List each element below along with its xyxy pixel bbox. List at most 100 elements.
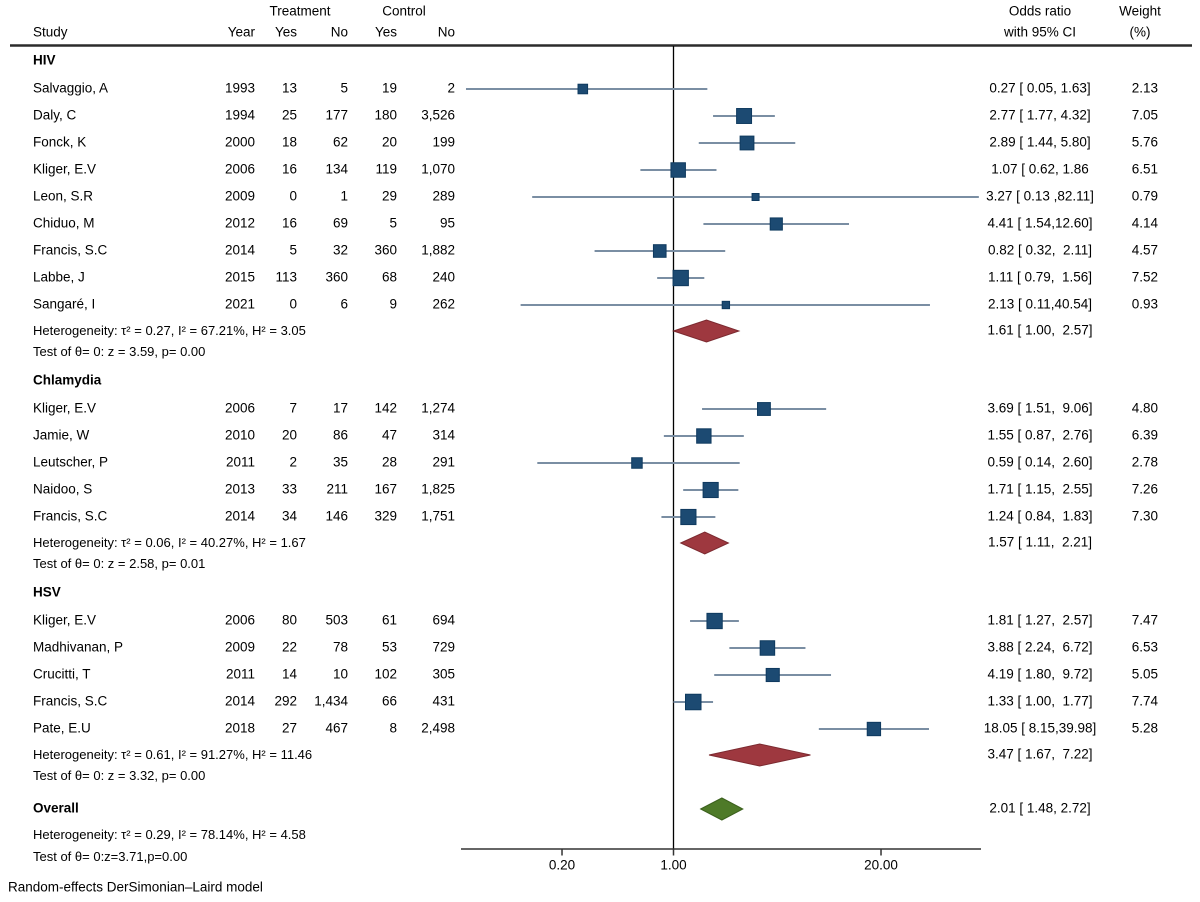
header-weight-line2: (%) [1129, 24, 1151, 40]
group-summary-diamond [679, 531, 730, 555]
control-no-value: 262 [432, 296, 455, 312]
weight-value: 5.28 [1131, 720, 1158, 736]
treatment-yes-value: 22 [281, 639, 297, 655]
study-name: Crucitti, T [33, 666, 91, 682]
study-name: Naidoo, S [33, 481, 93, 497]
control-no-value: 2 [447, 80, 455, 96]
control-yes-value: 29 [381, 188, 397, 204]
study-name: Chiduo, M [33, 215, 95, 231]
study-name: Fonck, K [33, 134, 87, 150]
control-yes-value: 180 [374, 107, 397, 123]
header-study: Study [33, 24, 68, 40]
overall-summary-diamond [699, 797, 744, 821]
study-year: 2012 [224, 215, 255, 231]
treatment-yes-value: 33 [281, 481, 297, 497]
control-yes-value: 360 [374, 242, 397, 258]
control-no-value: 431 [432, 693, 455, 709]
odds-ratio-square [736, 108, 753, 124]
treatment-yes-value: 25 [281, 107, 297, 123]
treatment-yes-value: 20 [281, 427, 297, 443]
group-label: Chlamydia [33, 372, 102, 388]
treatment-no-value: 1,434 [314, 693, 348, 709]
odds-ratio-square [680, 508, 697, 526]
weight-value: 7.05 [1131, 107, 1158, 123]
weight-value: 0.93 [1131, 296, 1158, 312]
treatment-no-value: 32 [332, 242, 348, 258]
control-no-value: 240 [432, 269, 455, 285]
treatment-yes-value: 16 [281, 161, 297, 177]
control-yes-value: 9 [389, 296, 397, 312]
study-name: Kliger, E.V [33, 400, 97, 416]
test-of-theta-text: Test of θ= 0: z = 3.32, p= 0.00 [33, 767, 206, 783]
header-weight-line1: Weight [1119, 3, 1161, 19]
study-name: Sangaré, I [33, 296, 96, 312]
header-treatment: Treatment [269, 3, 331, 19]
treatment-no-value: 5 [340, 80, 348, 96]
odds-ratio-square [702, 481, 719, 499]
overall-summary-or-value: 2.01 [ 1.48, 2.72] [989, 800, 1091, 816]
odds-ratio-square [757, 402, 771, 416]
study-name: Labbe, J [33, 269, 85, 285]
odds-ratio-ci-value: 4.41 [ 1.54,12.60] [987, 215, 1093, 231]
odds-ratio-ci-value: 3.27 [ 0.13 ,82.11] [986, 188, 1094, 204]
odds-ratio-square [739, 135, 755, 151]
odds-ratio-ci-value: 0.82 [ 0.32, 2.11] [987, 242, 1093, 258]
overall-test-text: Test of θ= 0:z=3.71,p=0.00 [33, 848, 188, 864]
control-yes-value: 5 [389, 215, 397, 231]
control-no-value: 305 [432, 666, 455, 682]
heterogeneity-text: Heterogeneity: τ² = 0.06, I² = 40.27%, H… [33, 534, 306, 550]
study-name: Pate, E.U [33, 720, 91, 736]
control-no-value: 314 [432, 427, 455, 443]
weight-value: 7.30 [1131, 508, 1158, 524]
group-label: HIV [33, 52, 56, 68]
odds-ratio-square [866, 721, 882, 737]
treatment-yes-value: 7 [289, 400, 297, 416]
treatment-no-value: 467 [325, 720, 348, 736]
odds-ratio-square [670, 162, 686, 178]
odds-ratio-square [577, 83, 589, 95]
odds-ratio-square [696, 428, 712, 444]
treatment-yes-value: 80 [281, 612, 297, 628]
control-yes-value: 19 [381, 80, 397, 96]
treatment-yes-value: 0 [289, 188, 297, 204]
test-of-theta-text: Test of θ= 0: z = 2.58, p= 0.01 [33, 555, 206, 571]
treatment-no-value: 134 [325, 161, 348, 177]
group-summary-or-value: 1.57 [ 1.11, 2.21] [987, 534, 1093, 550]
study-year: 2009 [224, 639, 255, 655]
treatment-yes-value: 16 [281, 215, 297, 231]
control-yes-value: 119 [375, 161, 397, 177]
group-summary-diamond [708, 743, 811, 767]
x-axis-tick-label: 1.00 [660, 857, 687, 873]
study-year: 2000 [224, 134, 255, 150]
header-odds-ratio-line1: Odds ratio [1008, 3, 1072, 19]
odds-ratio-ci-value: 1.33 [ 1.00, 1.77] [987, 693, 1093, 709]
study-name: Kliger, E.V [33, 161, 97, 177]
odds-ratio-ci-value: 1.71 [ 1.15, 2.55] [987, 481, 1093, 497]
odds-ratio-ci-value: 2.77 [ 1.77, 4.32] [989, 107, 1091, 123]
group-summary-or-value: 3.47 [ 1.67, 7.22] [987, 746, 1093, 762]
study-name: Francis, S.C [33, 242, 108, 258]
treatment-no-value: 78 [332, 639, 348, 655]
weight-value: 7.74 [1131, 693, 1158, 709]
x-axis-tick-label: 0.20 [548, 857, 576, 873]
treatment-no-value: 86 [332, 427, 348, 443]
control-no-value: 729 [432, 639, 455, 655]
group-label: HSV [33, 584, 61, 600]
control-no-value: 291 [432, 454, 455, 470]
study-year: 2015 [224, 269, 255, 285]
control-yes-value: 142 [374, 400, 397, 416]
x-axis-tick-label: 20.00 [864, 857, 898, 873]
weight-value: 4.14 [1131, 215, 1158, 231]
control-yes-value: 329 [374, 508, 397, 524]
odds-ratio-ci-value: 1.24 [ 0.84, 1.83] [987, 508, 1093, 524]
heterogeneity-text: Heterogeneity: τ² = 0.61, I² = 91.27%, H… [33, 746, 313, 762]
study-name: Daly, C [33, 107, 77, 123]
study-year: 2014 [224, 693, 255, 709]
weight-value: 0.79 [1131, 188, 1158, 204]
weight-value: 6.39 [1131, 427, 1158, 443]
study-name: Francis, S.C [33, 693, 108, 709]
study-name: Leutscher, P [33, 454, 109, 470]
control-no-value: 1,882 [421, 242, 455, 258]
odds-ratio-square [769, 217, 783, 231]
